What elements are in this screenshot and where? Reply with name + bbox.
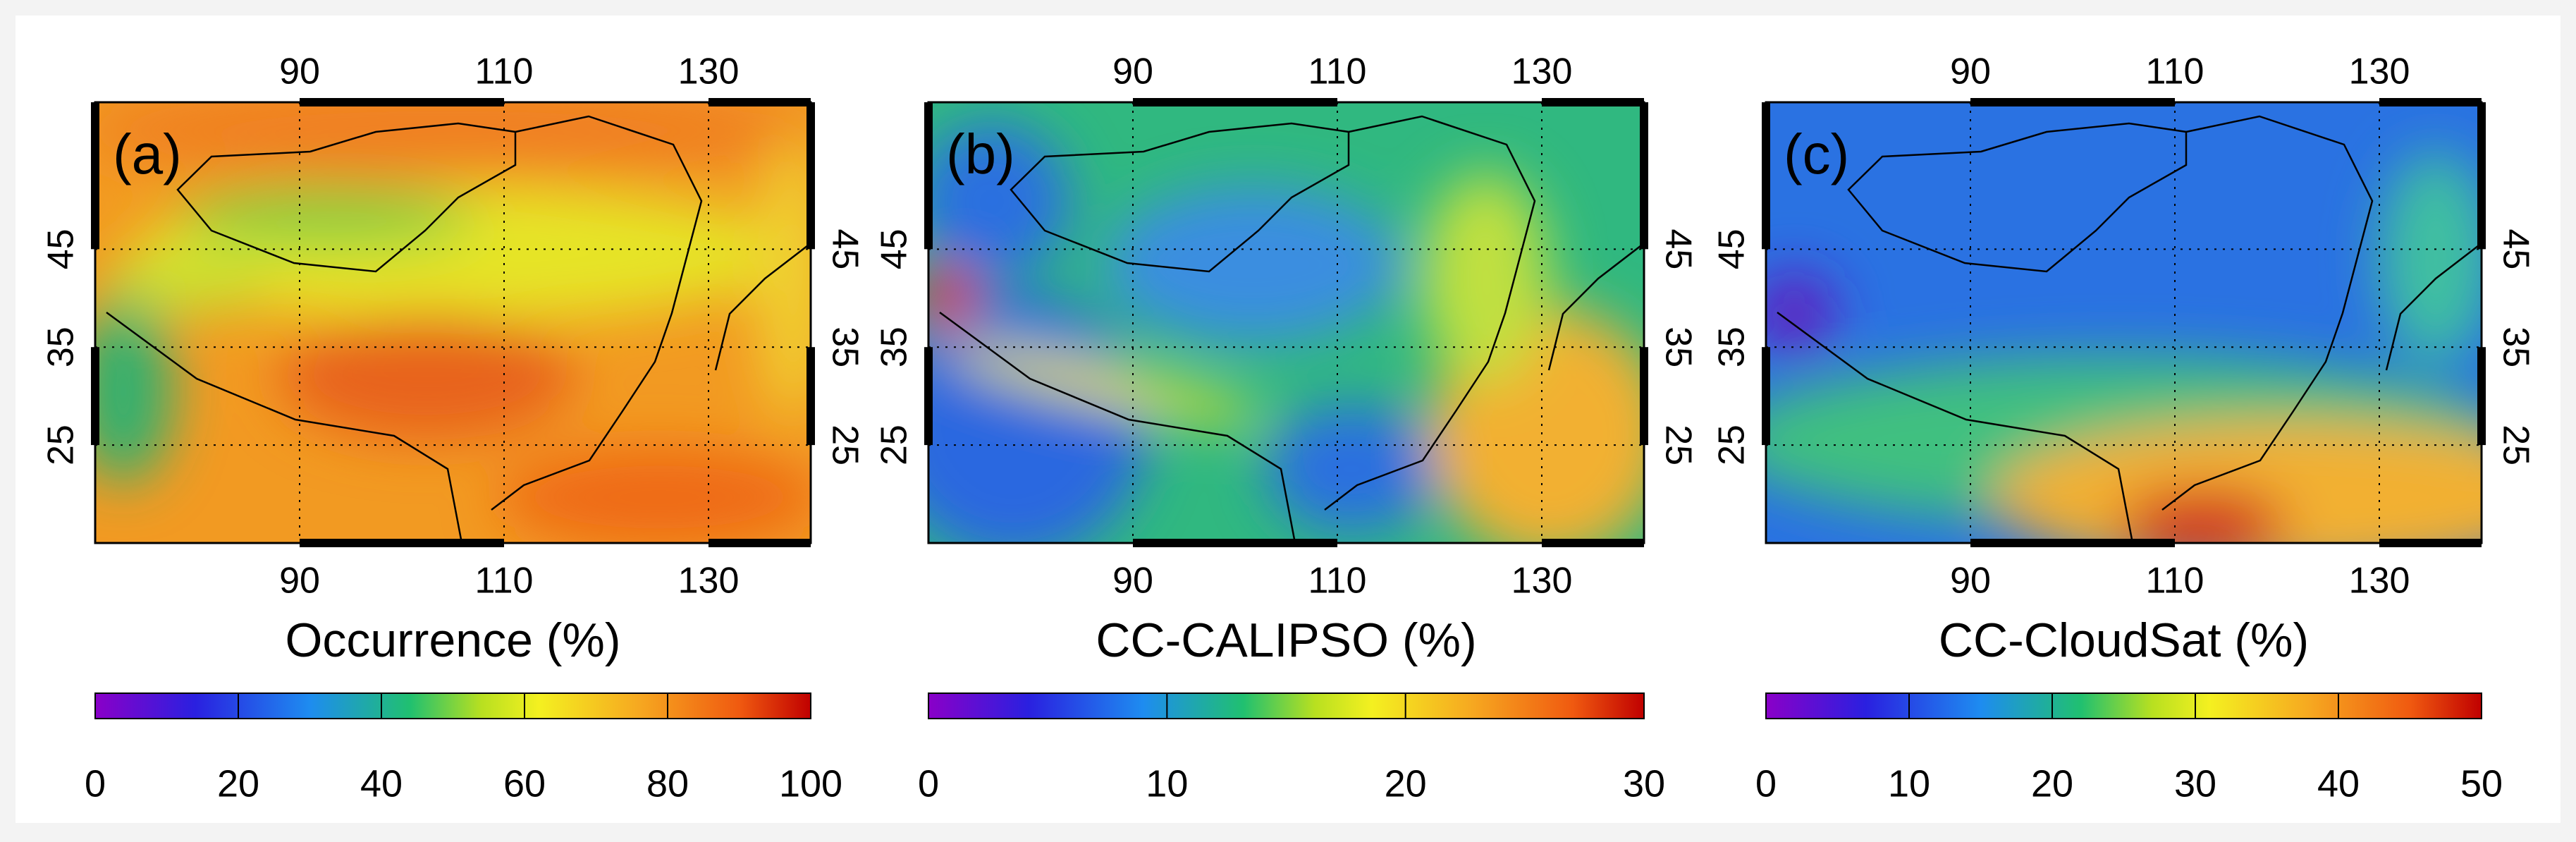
panel-label: (b) xyxy=(946,123,1015,185)
y-tick-label: 35 xyxy=(41,327,82,367)
colorbar-tick-label: 20 xyxy=(2031,762,2073,805)
x-tick-label: 90 xyxy=(279,51,320,92)
map-panel: 90 90 110 110 130 130 25 25 35 35 45 45 (b) CC-CALIPS… xyxy=(874,51,1699,805)
y-tick-label: 45 xyxy=(41,228,82,269)
frame-bar xyxy=(1133,539,1337,547)
frame-bar xyxy=(91,347,99,446)
x-tick-label: 90 xyxy=(1950,561,1991,602)
x-tick-label: 90 xyxy=(1950,51,1991,92)
x-tick-label: 110 xyxy=(2146,561,2204,602)
y-tick-label: 45 xyxy=(1712,228,1753,269)
y-tick-label: 45 xyxy=(824,228,865,269)
y-tick-label: 35 xyxy=(824,327,865,367)
frame-bar xyxy=(1762,347,1770,446)
panel-title: CC-CALIPSO (%) xyxy=(1096,614,1476,667)
frame-bar xyxy=(924,102,933,250)
x-tick-label: 130 xyxy=(1511,561,1573,602)
y-tick-label: 45 xyxy=(1657,228,1698,269)
frame-bar xyxy=(2379,539,2482,547)
frame-bar xyxy=(2379,98,2482,106)
panel-label: (c) xyxy=(1784,123,1849,185)
colorbar-tick-label: 10 xyxy=(1888,762,1930,805)
colorbar xyxy=(94,692,811,719)
frame-bar xyxy=(709,98,811,106)
colorbar-tick-label: 80 xyxy=(646,762,689,805)
frame-bar xyxy=(1542,98,1644,106)
x-tick-label: 110 xyxy=(475,51,534,92)
y-tick-label: 35 xyxy=(1657,327,1698,367)
y-tick-label: 25 xyxy=(41,425,82,465)
x-tick-label: 90 xyxy=(1112,561,1153,602)
frame-bar xyxy=(924,347,933,446)
y-tick-label: 35 xyxy=(1712,327,1753,367)
frame-bar xyxy=(1970,539,2175,547)
map-panel: 90 90 110 110 130 130 25 25 35 35 45 45 (c) CC-CloudS… xyxy=(1712,51,2537,805)
colorbar-tick-label: 30 xyxy=(1623,762,1665,805)
y-tick-label: 25 xyxy=(824,425,865,465)
colorbar-tick-label: 20 xyxy=(1385,762,1427,805)
frame-bar xyxy=(300,98,504,106)
y-tick-label: 35 xyxy=(874,327,915,367)
x-tick-label: 110 xyxy=(1308,51,1367,92)
frame-bar xyxy=(1640,102,1648,250)
frame-bar xyxy=(806,102,815,250)
frame-bar xyxy=(1542,539,1644,547)
x-tick-label: 110 xyxy=(2146,51,2204,92)
frame-bar xyxy=(2477,347,2486,446)
colorbar xyxy=(928,692,1645,719)
frame-bar xyxy=(1133,98,1337,106)
x-tick-label: 130 xyxy=(2349,561,2410,602)
panel-title: CC-CloudSat (%) xyxy=(1939,614,2309,667)
panel-label: (a) xyxy=(113,123,182,185)
colorbar-tick-label: 40 xyxy=(360,762,403,805)
y-tick-label: 25 xyxy=(1712,425,1753,465)
colorbar-tick-label: 0 xyxy=(918,762,939,805)
frame-bar xyxy=(1640,347,1648,446)
colorbar-tick-label: 60 xyxy=(503,762,546,805)
y-tick-label: 25 xyxy=(874,425,915,465)
frame-bar xyxy=(91,102,99,250)
colorbar-tick-label: 50 xyxy=(2460,762,2503,805)
frame-bar xyxy=(300,539,504,547)
y-tick-label: 45 xyxy=(874,228,915,269)
x-tick-label: 90 xyxy=(1112,51,1153,92)
map-field xyxy=(74,81,811,543)
colorbar-tick-label: 0 xyxy=(1755,762,1777,805)
y-tick-label: 25 xyxy=(1657,425,1698,465)
y-tick-label: 25 xyxy=(2495,425,2536,465)
x-tick-label: 110 xyxy=(475,561,534,602)
frame-bar xyxy=(2477,102,2486,250)
frame-bar xyxy=(709,539,811,547)
frame-bar xyxy=(1970,98,2175,106)
colorbar-tick-label: 100 xyxy=(779,762,842,805)
x-tick-label: 130 xyxy=(678,51,740,92)
y-tick-label: 35 xyxy=(2495,327,2536,367)
colorbar-tick-label: 20 xyxy=(217,762,259,805)
x-tick-label: 110 xyxy=(1308,561,1367,602)
x-tick-label: 130 xyxy=(1511,51,1573,92)
colorbar-tick-label: 40 xyxy=(2317,762,2360,805)
x-tick-label: 130 xyxy=(678,561,740,602)
colorbar-tick-label: 30 xyxy=(2174,762,2216,805)
frame-bar xyxy=(806,347,815,446)
x-tick-label: 90 xyxy=(279,561,320,602)
panel-title: Occurrence (%) xyxy=(285,614,620,667)
map-panel: 90 90 110 110 130 130 25 25 35 35 45 45 (a) Occurrenc… xyxy=(41,51,866,805)
y-tick-label: 45 xyxy=(2495,228,2536,269)
x-tick-label: 130 xyxy=(2349,51,2410,92)
colorbar-tick-label: 10 xyxy=(1146,762,1188,805)
colorbar xyxy=(1765,692,2482,719)
frame-bar xyxy=(1762,102,1770,250)
colorbar-tick-label: 0 xyxy=(85,762,106,805)
map-field xyxy=(1724,102,2482,543)
